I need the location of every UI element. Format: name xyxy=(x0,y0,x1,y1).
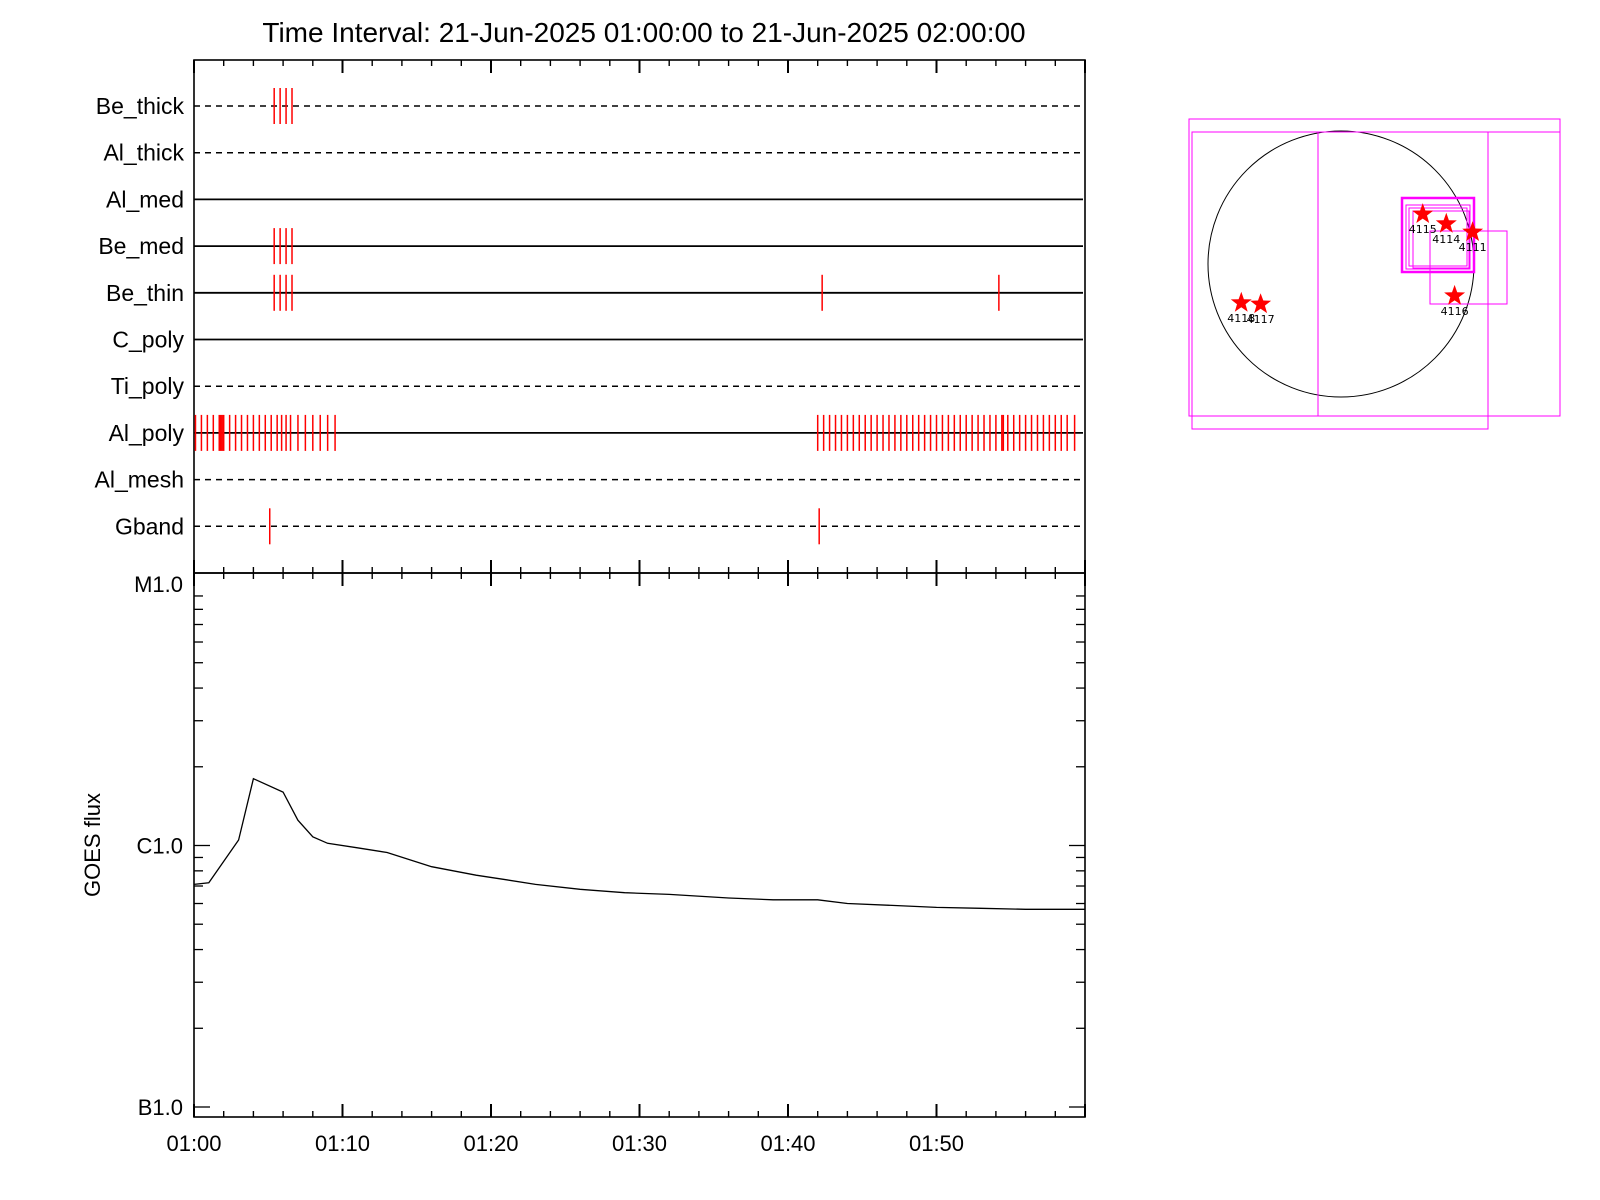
active-region-label: 4111 xyxy=(1459,241,1487,254)
channel-label-ti-poly: Ti_poly xyxy=(111,373,185,399)
fov-box xyxy=(1188,118,1561,417)
y-tick-label: C1.0 xyxy=(137,834,183,859)
active-region-label: 4115 xyxy=(1409,223,1437,236)
active-region-label: 4118 xyxy=(1227,312,1255,325)
x-tick-label: 01:00 xyxy=(166,1131,221,1156)
channel-label-be-thin: Be_thin xyxy=(106,280,184,306)
channel-label-c-poly: C_poly xyxy=(112,327,184,353)
x-tick-label: 01:50 xyxy=(909,1131,964,1156)
x-tick-label: 01:20 xyxy=(463,1131,518,1156)
active-region-star xyxy=(1435,212,1457,233)
solar-disk xyxy=(1207,130,1475,398)
fov-box xyxy=(1408,207,1468,267)
goes-flux-line xyxy=(193,777,1085,910)
channel-label-be-thick: Be_thick xyxy=(96,93,185,119)
x-tick-label: 01:30 xyxy=(612,1131,667,1156)
active-region-star xyxy=(1230,291,1252,312)
fov-box xyxy=(1412,210,1470,269)
channel-label-gband: Gband xyxy=(115,513,184,539)
fov-box xyxy=(1191,131,1489,430)
goes-flux-panel: 01:00 01:10 01:20 01:30 01:40 01:50 M1.0 C1.0 B1… xyxy=(80,572,1086,1156)
active-region-label: 4117 xyxy=(1247,313,1275,326)
chart-title: Time Interval: 21-Jun-2025 01:00:00 to 2… xyxy=(262,17,1025,48)
y-tick-label: M1.0 xyxy=(134,572,183,597)
active-region-label: 4114 xyxy=(1432,233,1460,246)
channel-label-be-med: Be_med xyxy=(98,233,184,259)
instrument-timeline-panel: Be_thick Al_thick Al_med Be_med Be_thin C_pol… xyxy=(95,59,1086,574)
x-tick-label: 01:40 xyxy=(760,1131,815,1156)
x-tick-label: 01:10 xyxy=(315,1131,370,1156)
timeline-frame xyxy=(193,59,1086,574)
channel-label-al-thick: Al_thick xyxy=(103,140,184,166)
channel-label-al-poly: Al_poly xyxy=(109,420,185,446)
channel-label-al-med: Al_med xyxy=(106,186,184,212)
fov-box xyxy=(1317,131,1561,417)
y-axis-label: GOES flux xyxy=(80,793,105,897)
channel-label-al-mesh: Al_mesh xyxy=(95,467,184,493)
active-region-star xyxy=(1250,293,1272,314)
y-tick-label: B1.0 xyxy=(138,1095,183,1120)
active-region-star xyxy=(1462,221,1484,241)
goes-frame xyxy=(193,572,1086,1118)
active-region-star xyxy=(1412,203,1434,223)
active-region-star xyxy=(1444,284,1466,305)
active-region-label: 4116 xyxy=(1441,305,1469,318)
